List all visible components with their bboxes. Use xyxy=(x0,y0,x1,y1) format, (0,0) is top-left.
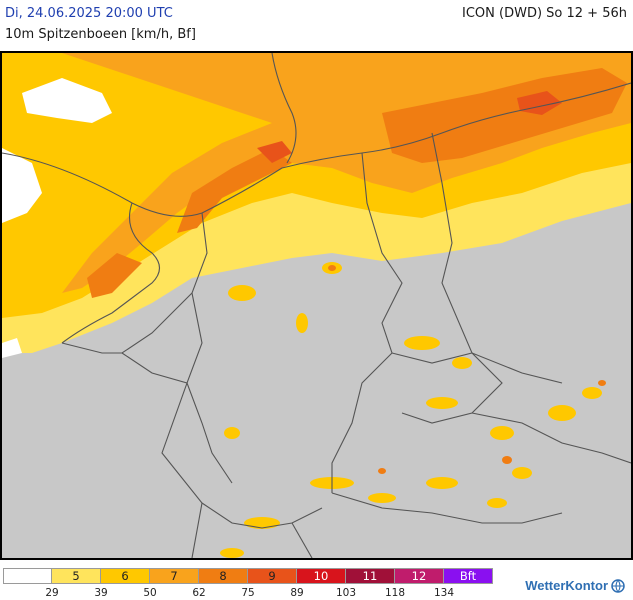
legend-tick: 62 xyxy=(192,587,206,599)
color-legend: 5 6 7 8 9 10 11 12 Bft xyxy=(3,568,493,586)
legend-segment: 9 xyxy=(248,568,297,584)
border-ch xyxy=(201,502,323,529)
legend-tick: 75 xyxy=(241,587,255,599)
legend-tick: 134 xyxy=(433,587,455,599)
convective-cells-strong xyxy=(328,265,606,474)
legend-segment: 6 xyxy=(101,568,150,584)
border-de-west xyxy=(186,212,233,484)
calm-zone-2 xyxy=(22,78,112,123)
legend-segment: 7 xyxy=(150,568,199,584)
border-sk-hu xyxy=(471,412,631,464)
legend-segment: 12 xyxy=(395,568,444,584)
gust-zone-9b xyxy=(257,141,292,163)
borders xyxy=(2,53,631,558)
brand-name: WetterKontor xyxy=(525,578,608,593)
gust-zone-8 xyxy=(382,68,627,163)
parameter-title: 10m Spitzenboeen [km/h, Bf] xyxy=(5,27,196,42)
border-it xyxy=(291,522,313,558)
legend-segment: 11 xyxy=(346,568,395,584)
legend-segment xyxy=(3,568,52,584)
legend-tick: 29 xyxy=(45,587,59,599)
legend-tick: 50 xyxy=(143,587,157,599)
gust-zone-8c xyxy=(87,253,142,298)
globe-icon xyxy=(611,578,625,593)
valid-time: Di, 24.06.2025 20:00 UTC xyxy=(5,6,173,21)
coastline-denmark xyxy=(271,53,297,164)
border-cz xyxy=(391,352,503,424)
border-fr xyxy=(121,352,203,558)
legend-tick: 39 xyxy=(94,587,108,599)
calm-zone xyxy=(2,148,42,223)
border-be xyxy=(61,292,193,354)
gust-map xyxy=(0,51,633,560)
border-at xyxy=(331,492,563,524)
legend-segment: 5 xyxy=(52,568,101,584)
coastline-dutch xyxy=(61,202,161,344)
calm-zone-3 xyxy=(2,338,22,358)
legend-segment: 10 xyxy=(297,568,346,584)
gust-zone-8b xyxy=(177,148,292,233)
map-canvas xyxy=(2,53,631,558)
legend-tick: 103 xyxy=(335,587,357,599)
legend-tick: 89 xyxy=(290,587,304,599)
border-de-east xyxy=(331,152,403,493)
border-pl xyxy=(431,132,563,384)
legend-segment: 8 xyxy=(199,568,248,584)
brand-logo: WetterKontor xyxy=(525,578,625,593)
legend-ticks: 29 39 50 62 75 89 103 118 134 xyxy=(0,587,633,600)
model-run: ICON (DWD) So 12 + 56h xyxy=(462,6,627,21)
legend-segment: Bft xyxy=(444,568,493,584)
legend-tick: 118 xyxy=(384,587,406,599)
